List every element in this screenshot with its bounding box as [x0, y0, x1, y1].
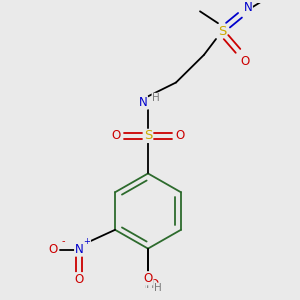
Text: O: O: [143, 272, 153, 285]
Text: H: H: [154, 283, 162, 293]
Text: N: N: [75, 243, 83, 256]
Text: H: H: [146, 280, 154, 290]
Text: H: H: [144, 278, 152, 291]
Text: O: O: [149, 278, 159, 291]
Text: O: O: [240, 55, 250, 68]
Text: S: S: [144, 129, 152, 142]
Text: O: O: [49, 243, 58, 256]
Text: O: O: [176, 129, 184, 142]
Text: S: S: [218, 25, 226, 38]
Text: H: H: [152, 93, 160, 103]
Text: O: O: [111, 129, 121, 142]
Text: N: N: [139, 96, 147, 109]
Text: -: -: [61, 236, 65, 246]
Text: N: N: [244, 1, 252, 14]
Text: O: O: [74, 273, 84, 286]
Text: +: +: [84, 237, 91, 246]
